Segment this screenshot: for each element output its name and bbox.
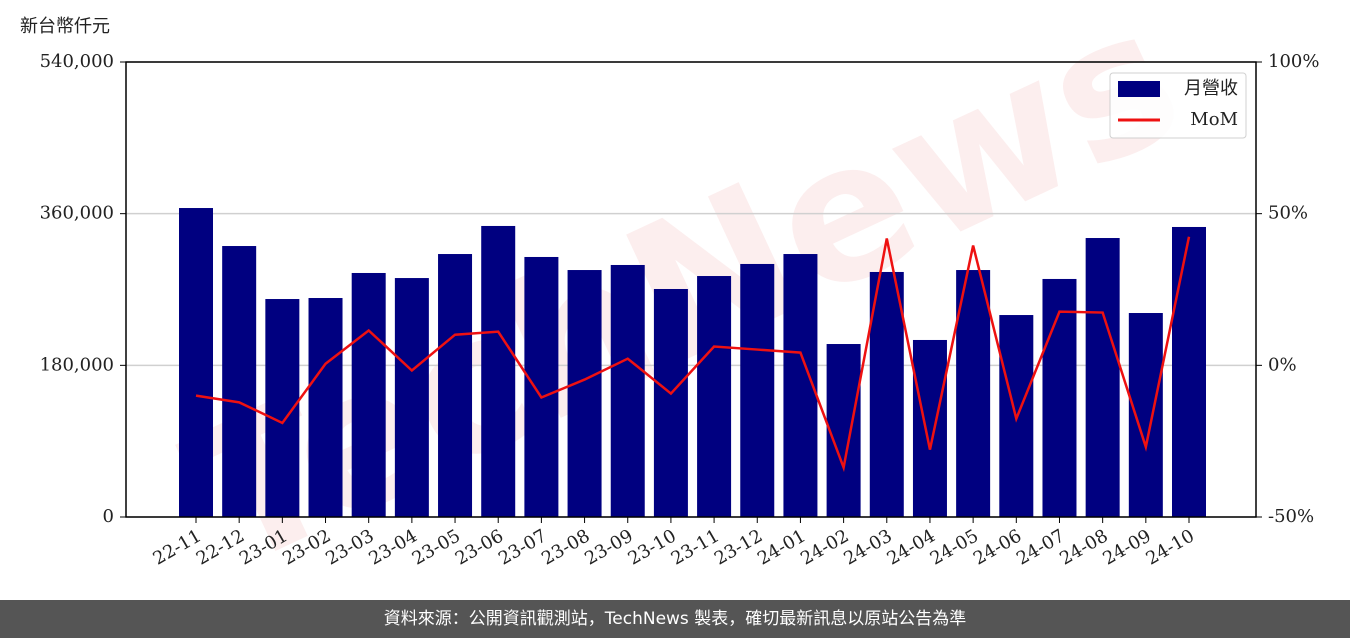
y-tick-label: 360,000 — [40, 203, 114, 224]
y-tick-label: 180,000 — [40, 354, 114, 375]
x-tick-label: 23-06 — [452, 525, 507, 569]
footer: 資料來源：公開資訊觀測站，TechNews 製表，確切最新訊息以原站公告為準 — [384, 609, 966, 629]
x-tick-label: 24-01 — [754, 525, 809, 569]
bar — [653, 288, 688, 517]
x-tick-label: 24-03 — [840, 525, 895, 569]
x-tick-label: 23-11 — [668, 525, 723, 569]
x-tick-label: 24-05 — [927, 525, 982, 569]
bar — [438, 254, 473, 517]
x-tick-label: 23-07 — [495, 525, 550, 569]
legend-label: 月營收 — [1184, 78, 1238, 99]
line — [195, 236, 1191, 473]
x-tick-label: 24-09 — [1099, 525, 1154, 569]
x-tick-label: 24-06 — [970, 525, 1025, 569]
x-tick-label: 23-10 — [624, 525, 679, 569]
plot-frame — [125, 61, 1257, 518]
legend-swatch — [1118, 81, 1160, 97]
y2-tick-label: 50% — [1268, 203, 1308, 224]
bar — [567, 270, 602, 517]
bar — [179, 208, 213, 517]
bar — [956, 270, 991, 517]
y-axis-label: 新台幣仟元 — [20, 16, 110, 37]
bar — [740, 263, 775, 517]
bar — [1128, 313, 1163, 517]
footer-bar — [0, 600, 1350, 638]
bar — [1042, 278, 1077, 517]
bar — [1172, 226, 1206, 518]
legend-label: MoM — [1190, 109, 1238, 130]
bar — [1085, 238, 1120, 518]
y2-tick-label: 100% — [1268, 51, 1319, 72]
bar — [351, 272, 386, 517]
bar — [394, 278, 429, 517]
x-tick-label: 24-04 — [884, 525, 939, 569]
bar — [697, 276, 732, 517]
x-tick-label: 24-07 — [1013, 525, 1068, 569]
x-tick-label: 23-12 — [711, 525, 766, 569]
bar — [610, 264, 645, 517]
y-tick-label: 0 — [103, 506, 114, 527]
x-tick-label: 24-02 — [797, 525, 852, 569]
bar — [308, 298, 343, 517]
y2-tick-label: 0% — [1268, 354, 1297, 375]
bar — [222, 246, 257, 517]
bar — [481, 225, 516, 518]
y2-tick-label: -50% — [1268, 506, 1314, 527]
bar — [869, 271, 904, 517]
x-tick-label: 24-10 — [1143, 525, 1198, 569]
x-tick-label: 24-08 — [1056, 525, 1111, 569]
bar — [826, 344, 861, 517]
bar — [524, 256, 559, 517]
x-tick-label: 23-08 — [538, 525, 593, 569]
y-tick-label: 540,000 — [40, 51, 114, 72]
x-tick-label: 23-09 — [581, 525, 636, 569]
x-tick-label: 22-11 — [150, 525, 205, 569]
bar — [912, 339, 947, 517]
